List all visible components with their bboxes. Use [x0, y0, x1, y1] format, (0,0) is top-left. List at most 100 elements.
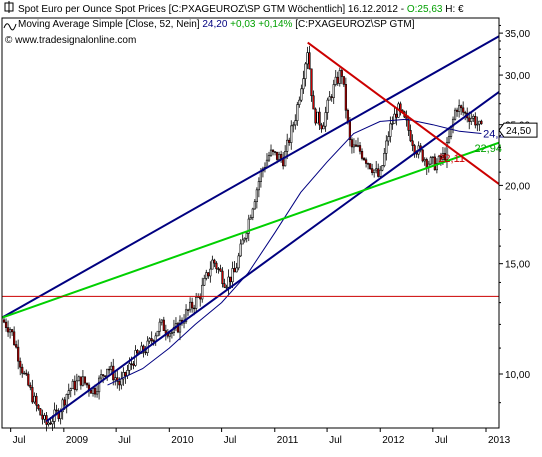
y-tick-label: 20,00 — [505, 181, 530, 192]
candle-body — [229, 276, 232, 283]
moving-average-line — [107, 118, 482, 386]
candle-body — [290, 125, 293, 143]
candle-body — [458, 105, 461, 112]
candle-body — [342, 76, 345, 85]
candle-body — [19, 360, 22, 368]
candle-body — [233, 268, 236, 273]
candle-body — [407, 119, 410, 131]
candle-body — [373, 169, 376, 173]
candle-body — [433, 156, 436, 171]
candle-body — [468, 117, 471, 122]
candle-body — [201, 284, 204, 300]
candle-body — [280, 154, 283, 159]
candle-body — [100, 374, 103, 379]
candle-body — [336, 76, 339, 84]
candle-body — [332, 84, 335, 98]
candle-body — [243, 237, 246, 241]
candle-body — [120, 378, 123, 386]
candle-body — [241, 239, 244, 245]
candle-body — [136, 350, 139, 354]
candle-body — [456, 109, 459, 112]
candle-body — [231, 268, 234, 283]
candle-body — [318, 111, 321, 126]
candle-body — [330, 96, 333, 98]
candle-body — [219, 268, 222, 272]
candle-body — [340, 70, 343, 77]
candle-body — [371, 168, 374, 173]
candle-body — [104, 375, 107, 377]
x-tick-label: Jul — [118, 435, 131, 446]
candle-body — [43, 415, 46, 420]
candle-body — [413, 145, 416, 154]
candle-body — [358, 145, 362, 152]
candle-body — [273, 151, 277, 153]
candle-body — [195, 296, 198, 309]
candle-body — [334, 76, 337, 85]
candle-body — [257, 181, 260, 191]
last-price-marker — [498, 122, 538, 138]
support-green-trendline — [1, 141, 500, 319]
candle-body — [227, 276, 230, 288]
candle-body — [186, 309, 190, 311]
candle-body — [215, 262, 218, 270]
candle-body — [91, 388, 95, 394]
candle-body — [478, 120, 481, 125]
candle-body — [255, 189, 258, 202]
candle-body — [298, 99, 301, 105]
candle-body — [114, 377, 117, 381]
candle-body — [356, 145, 360, 147]
candle-body — [83, 376, 87, 384]
candle-body — [431, 156, 434, 159]
x-tick-label: 2012 — [382, 435, 405, 446]
watermark: © www.tradesignalonline.com — [5, 35, 136, 46]
candle-body — [480, 120, 483, 125]
candle-body — [352, 144, 356, 148]
candle-body — [49, 422, 52, 425]
candle-body — [310, 68, 313, 97]
candle-body — [296, 104, 299, 121]
candle-body — [350, 139, 354, 148]
upper-channel-trendline — [1, 35, 500, 319]
header-line-2-suffix: [C:PXAGEUROZ\SP GTM] — [295, 19, 414, 30]
y-tick-label: 15,00 — [505, 260, 530, 271]
candle-body — [95, 391, 99, 395]
candle-body — [369, 163, 372, 169]
candle-body — [63, 399, 66, 406]
candle-body — [108, 368, 111, 371]
candle-body — [364, 159, 368, 164]
candle-body — [13, 331, 16, 345]
axes: 10,0015,0020,0025,0030,0035,00Jul2009Jul… — [1, 17, 538, 446]
x-tick-label: Jul — [13, 435, 26, 446]
candle-body — [377, 168, 380, 177]
candle-body — [294, 120, 297, 126]
candle-body — [77, 376, 80, 382]
candle-body — [89, 389, 93, 394]
candle-body — [474, 115, 477, 126]
plot-frame — [1, 17, 500, 429]
candle-body — [33, 395, 36, 403]
candle-body — [235, 267, 238, 273]
candle-body — [4, 321, 8, 328]
candle-body — [393, 113, 396, 124]
candle-body — [41, 414, 44, 420]
candle-body — [439, 155, 443, 160]
header-line-1-suffix: H: € — [442, 4, 464, 15]
candle-body — [75, 380, 78, 390]
candle-body — [312, 95, 315, 110]
candle-body — [168, 332, 171, 337]
candle-body — [253, 201, 256, 210]
header-open-value: O:25,63 — [407, 4, 443, 15]
candle-body — [405, 116, 408, 121]
candle-body — [130, 363, 133, 365]
candle-body — [144, 351, 147, 354]
candle-body — [314, 108, 317, 124]
candle-body — [304, 63, 307, 79]
candle-body — [249, 217, 252, 220]
resistance-red-trendline — [307, 41, 500, 185]
candle-body — [391, 123, 394, 125]
candle-body — [225, 286, 228, 289]
candle-body — [193, 307, 196, 310]
